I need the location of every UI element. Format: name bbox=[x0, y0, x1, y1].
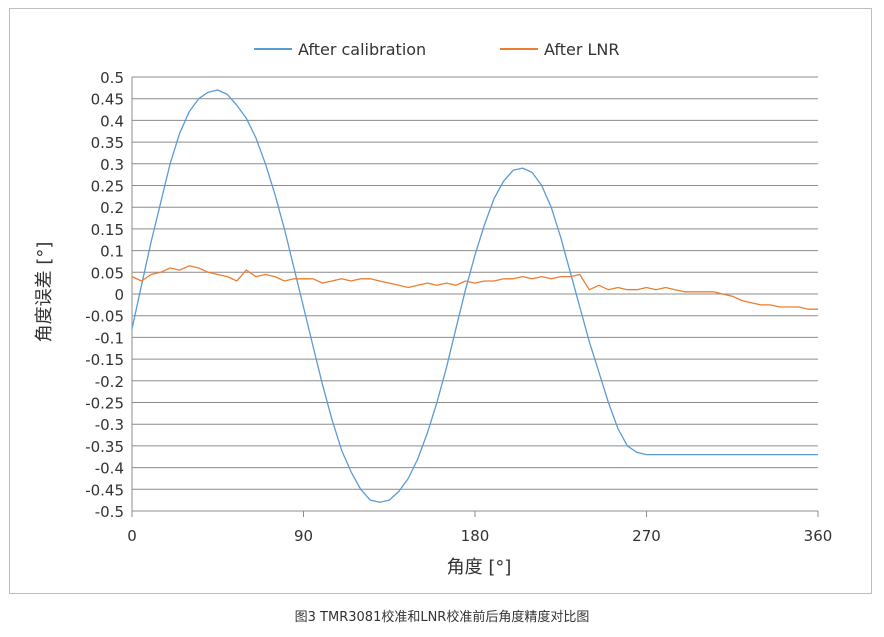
grid-lines bbox=[132, 76, 818, 512]
y-tick-label: -0.45 bbox=[85, 481, 124, 499]
x-tick-label: 90 bbox=[294, 527, 313, 545]
y-tick-label: -0.5 bbox=[95, 503, 124, 521]
series-line-2 bbox=[131, 265, 818, 310]
series-lines bbox=[131, 89, 818, 503]
x-axis-label: 角度 [°] bbox=[447, 557, 512, 578]
y-axis-label: 角度误差 [°] bbox=[34, 242, 55, 343]
y-tick-label: 0.4 bbox=[100, 112, 124, 130]
y-tick-label: 0.05 bbox=[91, 264, 124, 282]
x-tick-label: 360 bbox=[804, 527, 833, 545]
y-tick-label: 0 bbox=[114, 286, 124, 304]
y-tick-label: -0.3 bbox=[95, 416, 124, 434]
line-chart: 0.5 0.45 0.4 0.35 0.3 0.25 0.2 0.15 0.1 0.05 0 -0.0… bbox=[34, 40, 832, 578]
y-tick-label: -0.2 bbox=[95, 373, 124, 391]
y-tick-label: -0.4 bbox=[95, 460, 124, 478]
y-tick-label: 0.2 bbox=[100, 199, 124, 217]
y-tick-label: -0.25 bbox=[85, 395, 124, 413]
figure-caption: 图3 TMR3081校准和LNR校准前后角度精度对比图 bbox=[294, 610, 590, 625]
axes bbox=[131, 77, 819, 517]
chart-frame: 0.5 0.45 0.4 0.35 0.3 0.25 0.2 0.15 0.1 0.05 0 -0.0… bbox=[9, 8, 872, 594]
x-tick-label: 0 bbox=[127, 527, 137, 545]
y-tick-label: 0.3 bbox=[100, 156, 124, 174]
y-tick-label: -0.05 bbox=[85, 308, 124, 326]
x-tick-label: 270 bbox=[632, 527, 661, 545]
y-tick-label: -0.1 bbox=[95, 329, 124, 347]
legend-label: After calibration bbox=[298, 40, 426, 59]
y-tick-label: 0.45 bbox=[91, 91, 124, 109]
y-tick-label: -0.35 bbox=[85, 438, 124, 456]
y-tick-label: 0.25 bbox=[91, 178, 124, 196]
tick-labels: 0.5 0.45 0.4 0.35 0.3 0.25 0.2 0.15 0.1 0.05 0 -0.0… bbox=[85, 69, 832, 545]
legend: After calibration After LNR bbox=[254, 40, 620, 59]
x-tick-label: 180 bbox=[461, 527, 490, 545]
series-line-1 bbox=[131, 89, 818, 503]
y-tick-label: 0.5 bbox=[100, 69, 124, 87]
y-tick-label: -0.15 bbox=[85, 351, 124, 369]
y-tick-label: 0.35 bbox=[91, 134, 124, 152]
legend-label: After LNR bbox=[544, 40, 620, 59]
y-tick-label: 0.1 bbox=[100, 243, 124, 261]
y-tick-label: 0.15 bbox=[91, 221, 124, 239]
